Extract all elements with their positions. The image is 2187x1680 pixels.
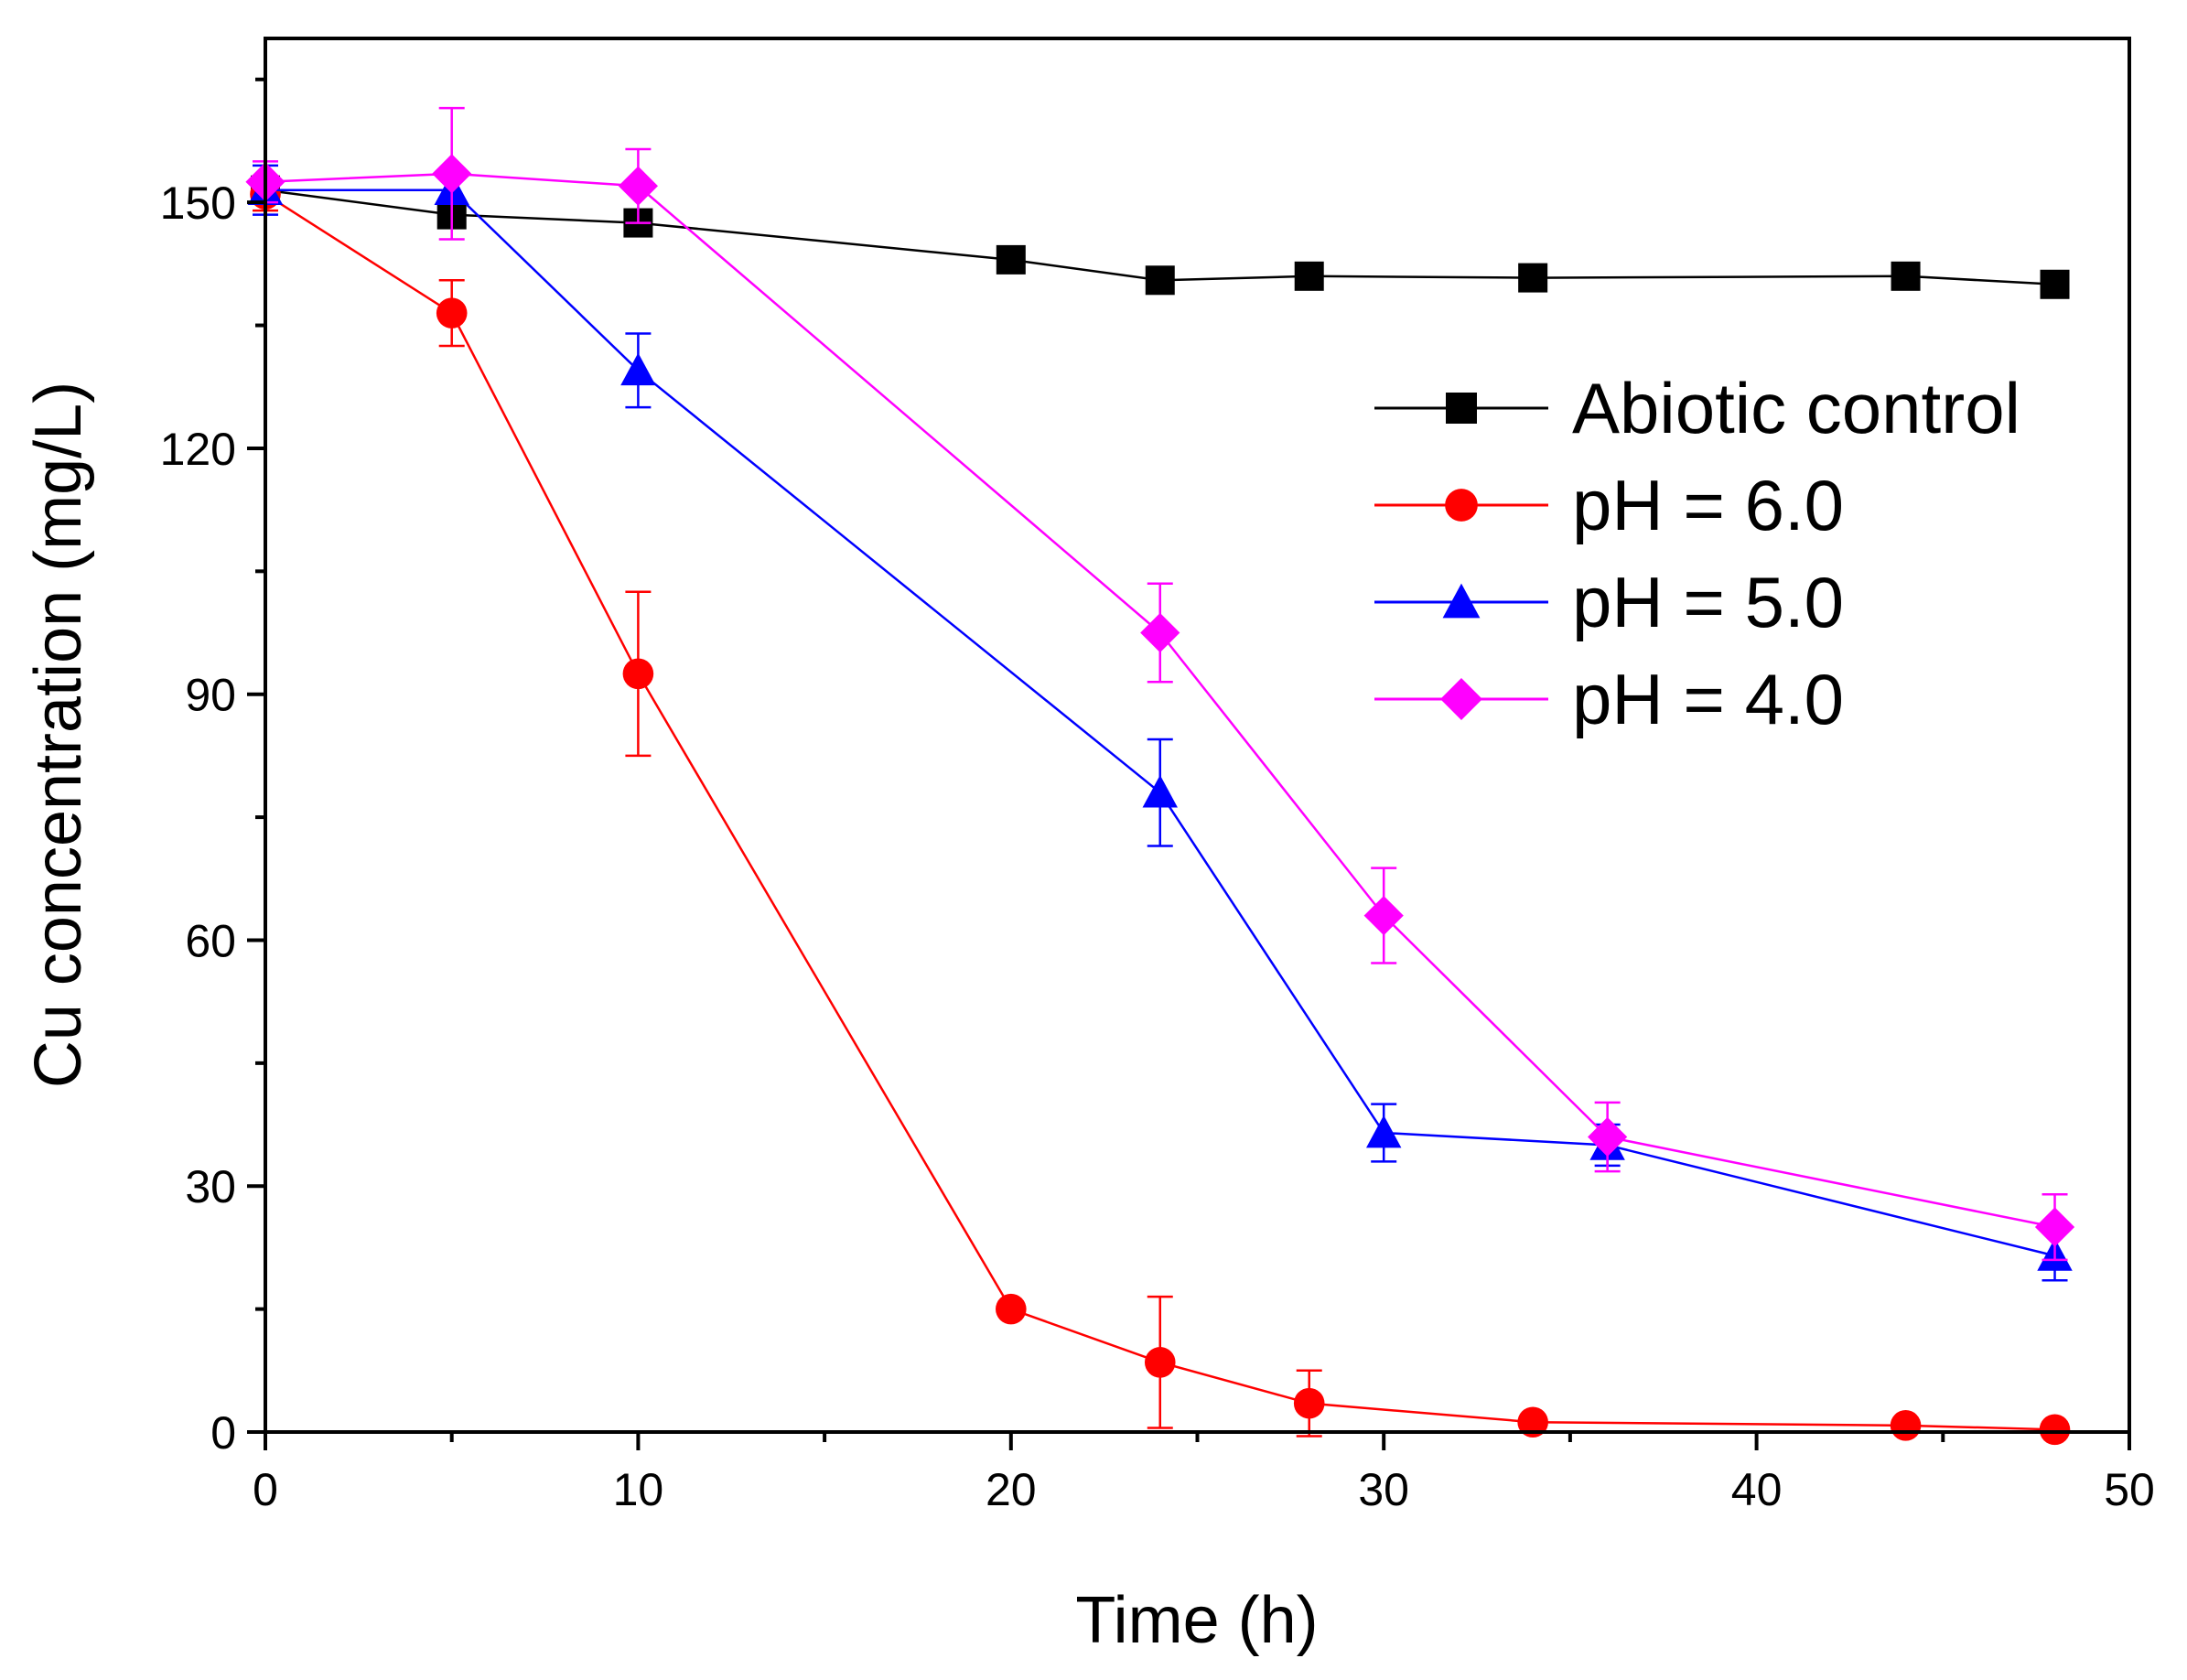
data-point bbox=[1517, 1406, 1548, 1438]
legend-marker bbox=[1442, 583, 1481, 619]
legend-marker bbox=[1445, 489, 1478, 522]
data-point bbox=[618, 166, 658, 206]
series-3 bbox=[245, 106, 2075, 1262]
data-point bbox=[1293, 1387, 1325, 1419]
data-point bbox=[1363, 895, 1404, 936]
x-tick-label: 20 bbox=[986, 1464, 1037, 1515]
data-point bbox=[1518, 263, 1548, 293]
x-axis-title: Time (h) bbox=[1075, 1584, 1318, 1657]
data-point bbox=[1891, 261, 1921, 291]
legend-label: pH = 6.0 bbox=[1572, 465, 1844, 545]
y-tick-label: 30 bbox=[185, 1161, 236, 1212]
data-point bbox=[2039, 1414, 2071, 1446]
legend-entry-2: pH = 5.0 bbox=[1374, 562, 1844, 642]
y-tick-label: 90 bbox=[185, 670, 236, 721]
data-point bbox=[2040, 269, 2070, 299]
data-point bbox=[1140, 612, 1180, 653]
legend-marker bbox=[1440, 678, 1482, 720]
data-point bbox=[1142, 775, 1178, 808]
x-tick-label: 0 bbox=[253, 1464, 278, 1515]
y-axis-title: Cu concentration (mg/L) bbox=[22, 382, 95, 1088]
data-point bbox=[1294, 261, 1324, 291]
y-tick-label: 150 bbox=[160, 178, 236, 229]
x-tick-label: 30 bbox=[1358, 1464, 1409, 1515]
data-point bbox=[436, 297, 468, 328]
data-point bbox=[2034, 1207, 2075, 1247]
axis-ticks: 0 10 20 30 40 50 0 30 60 90 120 150 bbox=[160, 77, 2155, 1515]
data-point bbox=[1145, 265, 1175, 296]
x-tick-label: 40 bbox=[1731, 1464, 1783, 1515]
data-point bbox=[996, 1293, 1027, 1325]
x-tick-label: 50 bbox=[2104, 1464, 2155, 1515]
legend-label: Abiotic control bbox=[1572, 368, 2020, 448]
data-point bbox=[620, 352, 656, 386]
legend-entry-0: Abiotic control bbox=[1374, 368, 2020, 448]
data-point bbox=[432, 154, 472, 194]
legend-marker bbox=[1446, 393, 1477, 424]
x-tick-label: 10 bbox=[613, 1464, 664, 1515]
legend-label: pH = 5.0 bbox=[1572, 562, 1844, 642]
y-tick-label: 120 bbox=[160, 424, 236, 475]
data-point bbox=[996, 244, 1026, 275]
data-point bbox=[622, 658, 654, 690]
y-tick-label: 0 bbox=[210, 1407, 236, 1459]
data-point bbox=[1144, 1347, 1176, 1378]
data-point bbox=[1588, 1116, 1628, 1158]
legend-label: pH = 4.0 bbox=[1572, 659, 1844, 739]
y-tick-label: 60 bbox=[185, 915, 236, 966]
legend-entry-3: pH = 4.0 bbox=[1374, 659, 1844, 739]
legend-entry-1: pH = 6.0 bbox=[1374, 465, 1844, 545]
legend: Abiotic control pH = 6.0 pH = 5.0 pH = 4.0 bbox=[1374, 368, 2020, 739]
plot-marks bbox=[245, 106, 2075, 1446]
data-point bbox=[1366, 1115, 1402, 1148]
data-point bbox=[1890, 1410, 1922, 1441]
